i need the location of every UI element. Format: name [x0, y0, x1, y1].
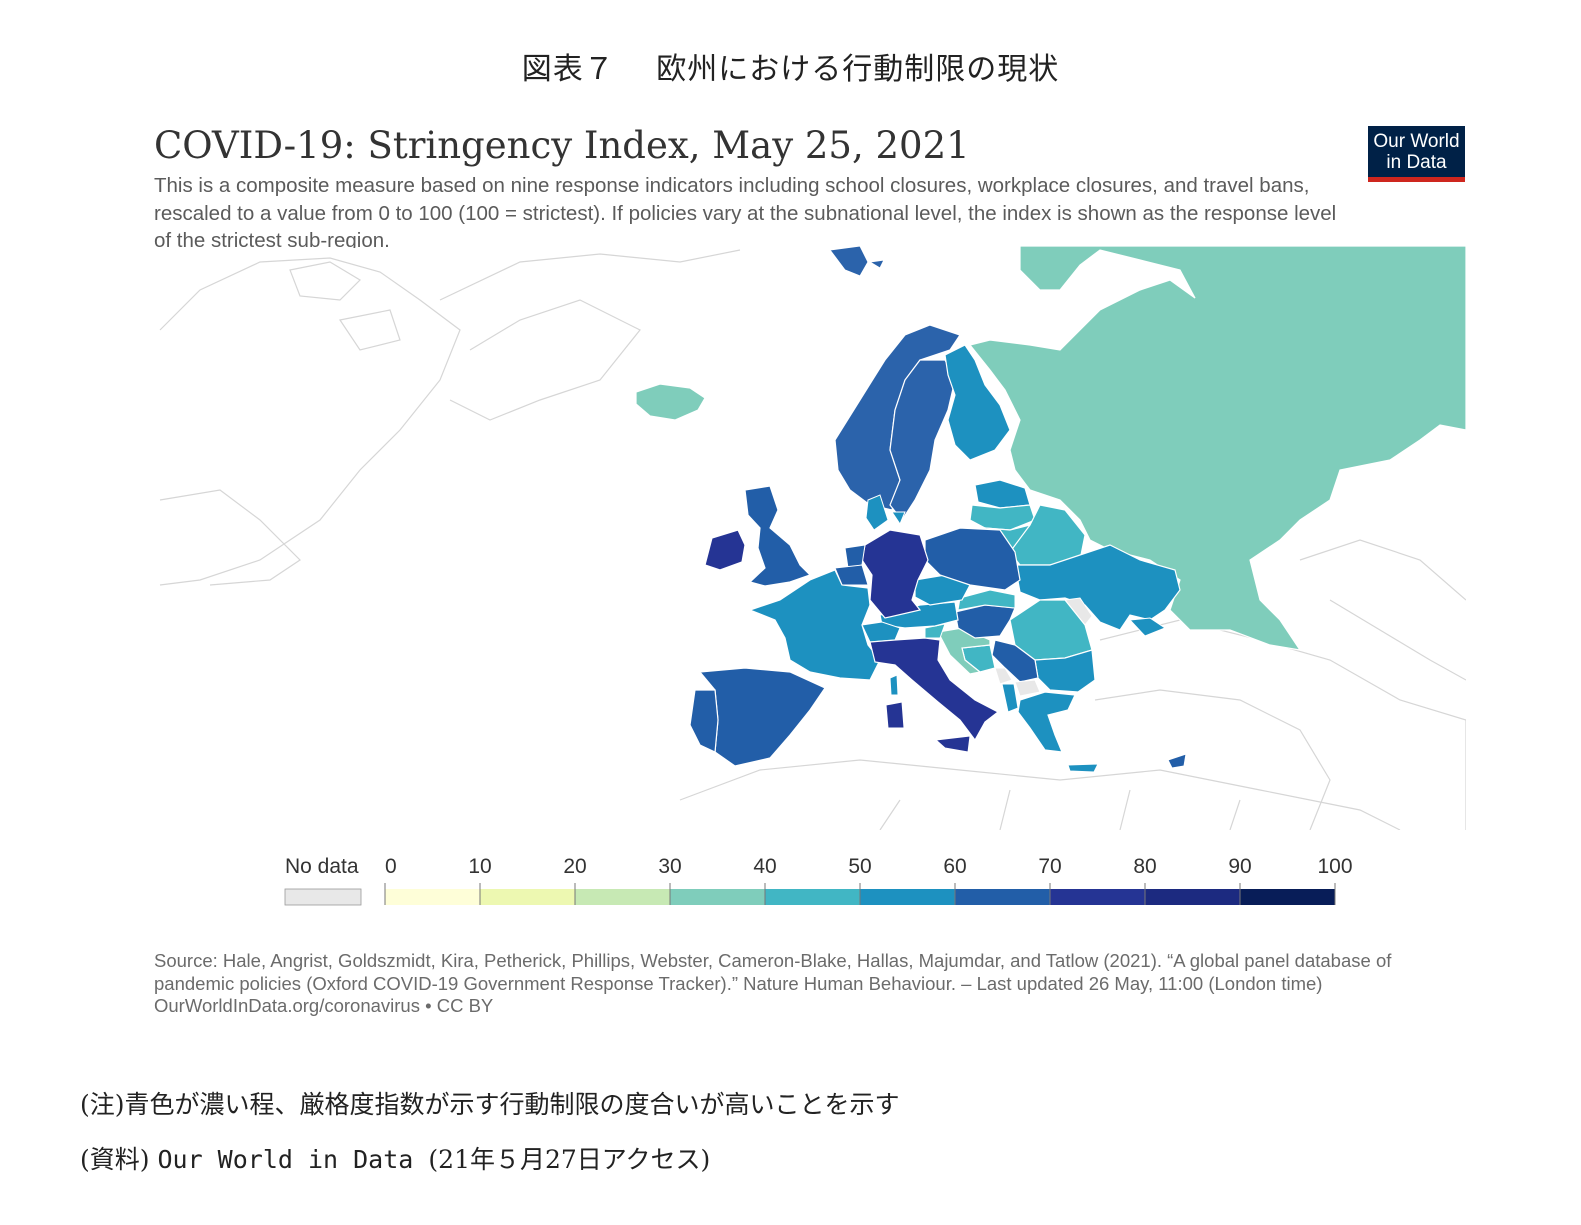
owid-logo[interactable]: Our World in Data: [1368, 126, 1465, 182]
legend-swatch: [575, 889, 670, 905]
region-poland: [924, 527, 1021, 591]
region-albania: [1001, 683, 1019, 713]
legend-swatch: [955, 889, 1050, 905]
legend-no-data-swatch: [284, 888, 362, 906]
chart-title: COVID-19: Stringency Index, May 25, 2021: [154, 124, 970, 167]
legend-swatch: [1240, 889, 1335, 905]
legend-tick-label: 30: [658, 855, 682, 878]
region-kosovo: [1014, 679, 1041, 697]
legend-swatch: [1050, 889, 1145, 905]
figure-title: 図表７ 欧州における行動制限の現状: [521, 52, 1060, 87]
region-spain: [698, 667, 826, 767]
region-estonia: [974, 479, 1031, 509]
region-bulgaria: [1034, 649, 1096, 693]
region-ireland: [704, 529, 746, 571]
legend-tick-label: 10: [468, 855, 492, 878]
source-url[interactable]: OurWorldInData.org/coronavirus • CC BY: [154, 995, 494, 1016]
region-germany: [861, 529, 929, 619]
region-cyprus: [1167, 753, 1187, 769]
legend-swatch: [765, 889, 860, 905]
region-italy: [869, 637, 1000, 742]
source-note: Source: Hale, Angrist, Goldszmidt, Kira,…: [154, 950, 1424, 1018]
legend-tick-label: 20: [563, 855, 587, 878]
region-latvia: [969, 504, 1036, 531]
note-2-suffix: (21年５月27日アクセス): [428, 1145, 711, 1174]
legend-tick-label: 0: [385, 855, 397, 878]
note-2-source: Our World in Data: [157, 1145, 429, 1174]
region-denmark-island: [891, 511, 906, 526]
region-greece: [1017, 691, 1076, 753]
region-serbia: [991, 639, 1039, 683]
source-text: Source: Hale, Angrist, Goldszmidt, Kira,…: [154, 950, 1392, 994]
region-portugal: [689, 689, 719, 753]
region-sicily: [934, 735, 971, 753]
logo-line-2: in Data: [1386, 152, 1447, 173]
region-slovakia: [957, 589, 1016, 611]
legend-swatch: [860, 889, 955, 905]
legend-tick-label: 50: [848, 855, 872, 878]
region-united-kingdom: [744, 485, 812, 587]
legend-tick-label: 100: [1317, 855, 1353, 878]
logo-line-1: Our World: [1373, 131, 1460, 152]
region-svalbard: [829, 246, 869, 277]
region-montenegro: [994, 667, 1013, 685]
region-svalbard-islet: [868, 259, 885, 269]
region-crete: [1067, 763, 1099, 773]
note-1: (注)青色が濃い程、厳格度指数が示す行動制限の度合いが高いことを示す: [80, 1090, 900, 1119]
legend-bar: [284, 883, 1336, 906]
logo-red-bar: [1368, 177, 1465, 182]
legend-tick-label: 40: [753, 855, 777, 878]
region-denmark: [865, 494, 889, 531]
europe-map: [159, 246, 1466, 830]
legend-swatch: [1145, 889, 1240, 905]
legend-swatch: [670, 889, 765, 905]
region-russia: [968, 246, 1466, 651]
chart-subtitle: This is a composite measure based on nin…: [154, 174, 1337, 248]
region-corsica: [889, 674, 899, 696]
note-2: (資料) Our World in Data (21年５月27日アクセス): [80, 1140, 710, 1176]
region-iceland: [635, 383, 706, 421]
note-2-prefix: (資料): [80, 1145, 158, 1174]
region-sardinia: [885, 701, 905, 729]
legend-tick-label: 70: [1038, 855, 1062, 878]
legend-tick-label: 90: [1228, 855, 1252, 878]
legend-swatch: [385, 889, 480, 905]
legend-no-data-label: No data: [285, 855, 359, 878]
region-france: [748, 569, 881, 681]
region-finland: [944, 344, 1011, 461]
region-crimea: [1128, 617, 1167, 637]
legend-tick-label: 60: [943, 855, 967, 878]
region-switzerland: [861, 621, 901, 643]
legend-tick-label: 80: [1133, 855, 1157, 878]
legend-swatch: [480, 889, 575, 905]
